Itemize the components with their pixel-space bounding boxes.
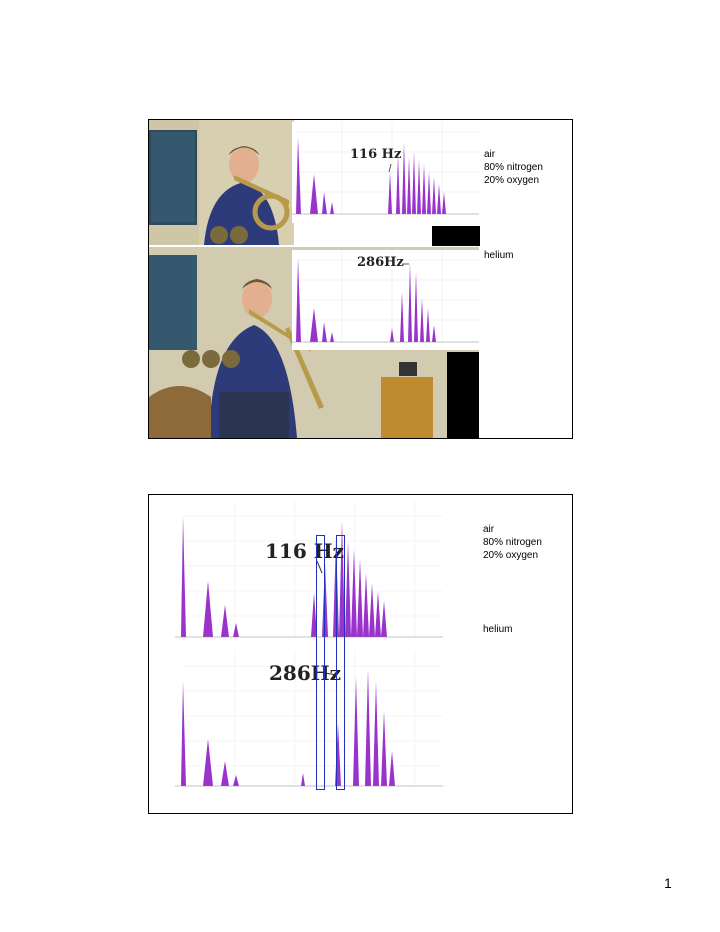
air-frequency-label-large: 116 Hz: [265, 539, 344, 563]
spectrum-helium-plot: [292, 250, 479, 343]
slide1-helium-note: helium: [484, 250, 514, 261]
helium-frequency-label: 286Hz: [357, 255, 404, 270]
spectrum-air-peaks: [296, 137, 446, 214]
black-bar-top: [432, 226, 480, 246]
spectrum-helium-peaks: [296, 258, 436, 342]
spectrum-air: 116 Hz: [292, 122, 479, 223]
highlight-box-helium-fundamental: [336, 535, 345, 790]
black-bar-bottom: [447, 352, 479, 438]
spectrum-helium-large-plot: [175, 651, 443, 787]
helium-frequency-label-large: 286Hz: [269, 661, 342, 685]
spectrum-air-large: 116 Hz: [175, 501, 443, 648]
trombonist-photo-air: [149, 120, 294, 245]
spectrum-helium-large: 286Hz: [175, 651, 443, 799]
spectrum-helium: 286Hz: [292, 250, 479, 350]
air-frequency-label: 116 Hz: [350, 147, 402, 162]
page-number: 1: [664, 875, 672, 891]
spectrum-air-large-peaks: [181, 516, 387, 637]
spectrum-air-large-plot: [175, 501, 443, 638]
slide2-helium-note: helium: [483, 624, 513, 635]
slide1-air-note: air 80% nitrogen 20% oxygen: [484, 149, 543, 186]
slide-2: 116 Hz 286Hz air: [148, 494, 573, 814]
spectrum-air-plot: [292, 122, 479, 215]
slide-1: 116 Hz: [148, 119, 573, 439]
highlight-box-air-fundamental: [316, 535, 325, 790]
spectrum-helium-large-peaks: [181, 669, 395, 786]
slide2-air-note: air 80% nitrogen 20% oxygen: [483, 524, 542, 561]
